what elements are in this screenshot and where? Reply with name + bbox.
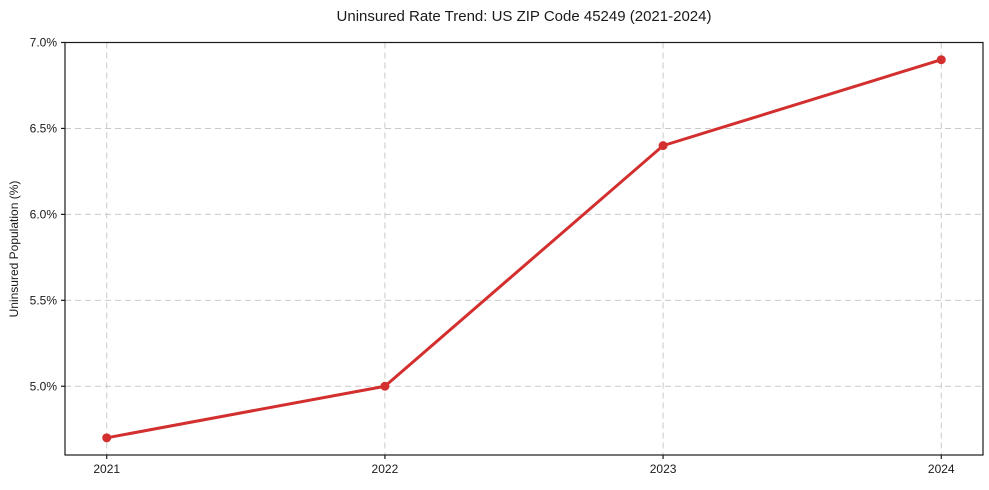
trend-line xyxy=(105,58,943,440)
data-point-marker xyxy=(380,381,390,391)
y-tick-label: 6.0% xyxy=(30,207,58,221)
x-tick-label: 2022 xyxy=(372,462,399,476)
y-tick-label: 5.0% xyxy=(30,379,58,393)
y-tick-label: 5.5% xyxy=(30,293,58,307)
data-point-marker xyxy=(102,433,112,443)
y-tick-label: 7.0% xyxy=(30,36,58,50)
x-tick-label: 2023 xyxy=(650,462,677,476)
chart-title: Uninsured Rate Trend: US ZIP Code 45249 … xyxy=(336,8,712,25)
axes-frame xyxy=(64,41,984,456)
x-tick-label: 2021 xyxy=(93,462,120,476)
data-point-marker xyxy=(658,141,668,151)
y-tick-label: 6.5% xyxy=(30,121,58,135)
data-point-marker xyxy=(936,55,946,65)
x-tick-label: 2024 xyxy=(928,462,955,476)
